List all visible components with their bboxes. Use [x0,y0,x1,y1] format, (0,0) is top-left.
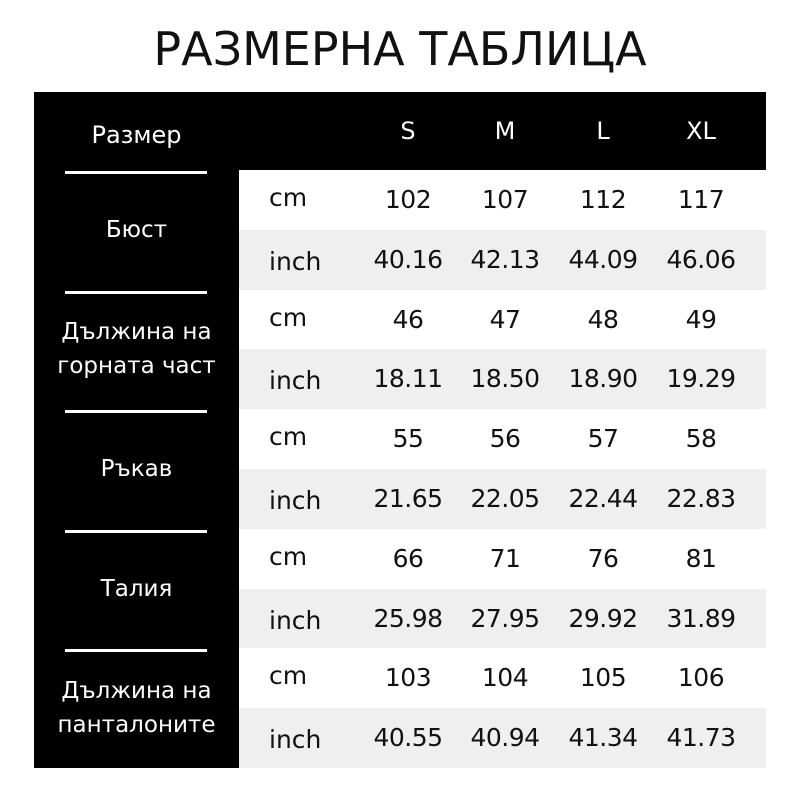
value-cell: 46.06 [666,244,736,274]
unit-label: cm [269,302,308,332]
group-divider [65,410,207,414]
group-divider [65,171,207,174]
table-row: inch 25.98 27.95 29.92 31.89 [239,588,766,649]
value-cell: 66 [392,543,424,573]
value-cell: 40.16 [373,244,443,274]
value-cell: 112 [579,185,627,214]
row-label-column [34,170,239,768]
value-cell: 107 [481,185,529,214]
value-cell: 48 [587,304,619,334]
value-cell: 103 [384,663,432,693]
table-row: cm 103 104 105 106 [239,648,766,709]
value-cell: 46 [392,304,424,334]
value-cell: 18.50 [470,364,540,394]
group-divider [65,649,207,653]
group-label: Дължина на панталоните [34,674,239,742]
table-row: cm 66 71 76 81 [239,528,766,589]
header-size-xl: XL [686,117,716,145]
header-size-s: S [400,117,416,145]
header-size-m: M [494,117,516,145]
unit-label: inch [269,246,322,276]
value-cell: 49 [685,304,717,334]
unit-label: cm [269,422,308,452]
group-divider [65,290,207,294]
value-cell: 57 [587,424,619,454]
unit-label: inch [269,486,322,515]
group-label: Бюст [105,216,168,243]
value-cell: 40.55 [373,723,443,753]
table-row: inch 18.11 18.50 18.90 19.29 [239,349,766,410]
table-row: inch 21.65 22.05 22.44 22.83 [239,469,766,529]
value-cell: 21.65 [373,484,443,513]
table-row: inch 40.16 42.13 44.09 46.06 [239,229,766,290]
value-cell: 22.83 [666,484,736,513]
unit-label: inch [269,605,322,635]
table-row: cm 46 47 48 49 [239,289,766,350]
value-cell: 40.94 [470,723,540,753]
group-label: Дължина на горната част [34,315,239,383]
unit-label: inch [269,725,322,755]
table-row: cm 102 107 112 117 [239,170,766,230]
unit-label: cm [269,661,308,691]
value-cell: 56 [489,424,521,454]
value-cell: 117 [677,185,725,214]
unit-label: cm [269,541,308,571]
value-cell: 58 [685,424,717,454]
table-row: cm 55 56 57 58 [239,409,766,470]
value-cell: 41.73 [666,723,736,753]
value-cell: 71 [489,543,521,573]
value-cell: 47 [489,304,521,334]
value-cell: 42.13 [470,244,540,274]
value-cell: 104 [481,663,529,693]
group-label-line: Дължина на [61,678,212,705]
group-label: Ръкав [100,456,173,482]
value-cell: 22.44 [568,484,638,513]
value-cell: 76 [587,543,619,573]
unit-label: cm [269,183,308,212]
value-cell: 44.09 [568,244,638,274]
group-label: Талия [100,575,173,602]
header-size-label: Размер [91,121,182,149]
table-row: inch 40.55 40.94 41.34 41.73 [239,708,766,769]
unit-label: inch [269,366,322,396]
table-header [34,92,766,171]
value-cell: 18.11 [373,364,443,394]
value-cell: 19.29 [666,364,736,394]
value-cell: 27.95 [470,603,540,633]
value-cell: 31.89 [666,603,736,633]
value-cell: 102 [384,185,432,214]
header-size-l: L [596,117,610,145]
group-label-line: Дължина на [61,319,212,346]
value-cell: 105 [579,663,627,693]
group-label-line: горната част [57,353,216,380]
value-cell: 29.92 [568,603,638,633]
page-title: РАЗМЕРНА ТАБЛИЦА [153,22,647,76]
value-cell: 22.05 [470,484,540,513]
value-cell: 106 [677,663,725,693]
value-cell: 81 [685,543,717,573]
group-divider [65,529,207,533]
value-cell: 18.90 [568,364,638,394]
value-cell: 55 [392,424,424,454]
value-cell: 41.34 [568,723,638,753]
value-cell: 25.98 [373,603,443,633]
group-label-line: панталоните [57,712,216,739]
